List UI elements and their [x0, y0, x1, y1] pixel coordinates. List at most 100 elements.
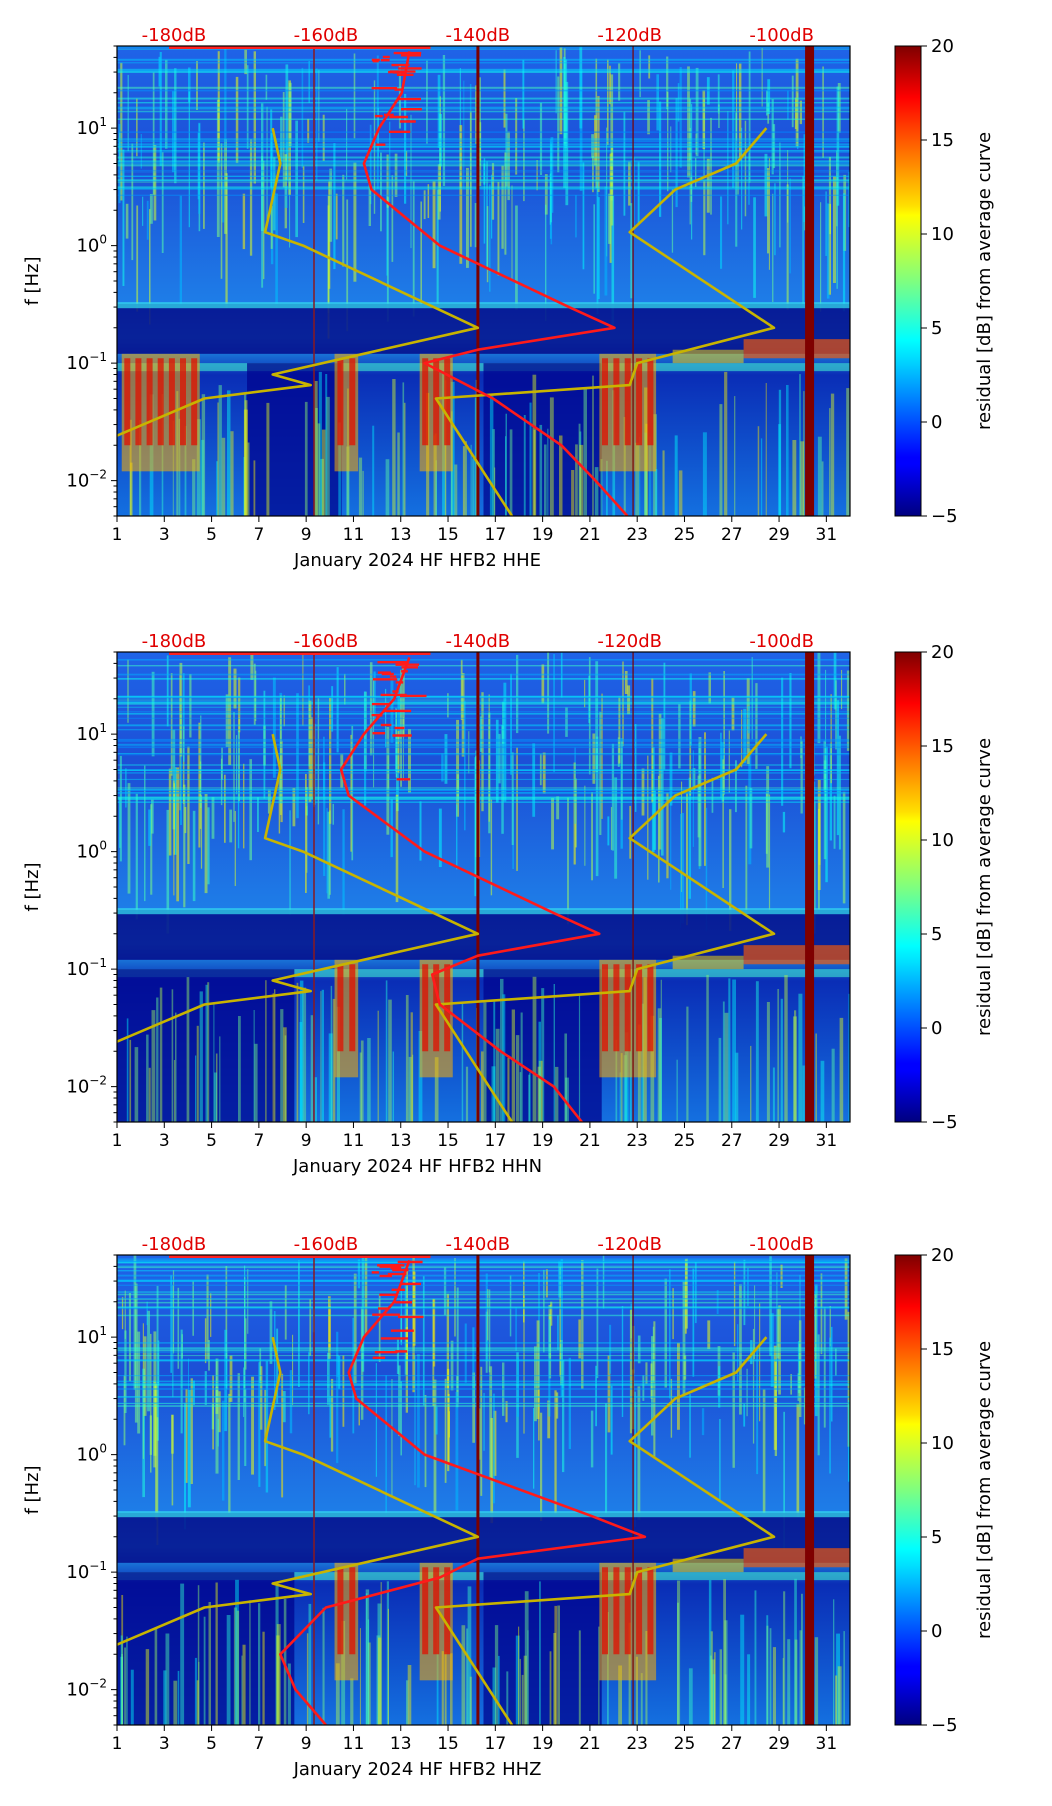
median-noise-curve [362, 51, 629, 516]
x-tick-label: 13 [390, 1131, 412, 1151]
colorbar-tick-label: −5 [931, 506, 958, 527]
artifact-line [476, 46, 480, 516]
x-axis: 1 3 5 7 9 11 13 15 17 19 21 23 25 27 29 31 [112, 516, 837, 545]
artifact-line [632, 652, 634, 1122]
heatmap-area [117, 652, 850, 1122]
y-tick-label: 101 [76, 721, 107, 745]
colorbar-tick-label: 15 [931, 736, 954, 757]
y-tick-label: 100 [76, 839, 107, 863]
y-axis: 10−2 10−1 100 101 [66, 651, 117, 1123]
x-axis: 1 3 5 7 9 11 13 15 17 19 21 23 25 27 29 31 [112, 1725, 838, 1754]
x-tick-label: 31 [816, 1131, 838, 1151]
x-tick-label: 13 [390, 1734, 412, 1754]
x-tick-label: 23 [626, 1734, 648, 1754]
top-db-tick-label: -160dB [294, 1234, 359, 1255]
x-tick-label: 17 [485, 1734, 507, 1754]
colorbar-tick-label: 0 [931, 412, 942, 433]
artifact-line [313, 46, 315, 516]
x-tick-label: 27 [721, 1131, 743, 1151]
x-tick-label: 13 [390, 525, 412, 545]
colorbar-tick-label: 5 [931, 318, 942, 339]
colorbar: −5 0 5 10 15 20 residual [dB] from average cur… [894, 642, 995, 1133]
x-tick-label: 11 [343, 525, 365, 545]
x-tick-label: 3 [159, 1131, 170, 1151]
x-tick-label: 9 [301, 525, 312, 545]
min-noise-curve [117, 733, 480, 1044]
heatmap-area [117, 1255, 850, 1725]
median-noise-curve [279, 1259, 647, 1725]
x-tick-label: 19 [532, 1131, 554, 1151]
x-tick-label: 7 [253, 525, 264, 545]
x-tick-label: 21 [579, 1131, 601, 1151]
x-axis: 1 3 5 7 9 11 13 15 17 19 21 23 25 27 29 31 [112, 1122, 838, 1151]
y-tick-label: 10−2 [66, 468, 107, 492]
colorbar-label: residual [dB] from average curve [974, 738, 995, 1036]
colorbar-tick-label: 20 [931, 1245, 954, 1266]
top-db-axis: -180dB -160dB -140dB -120dB -100dB [142, 25, 814, 46]
x-tick-label: 9 [301, 1734, 312, 1754]
x-tick-label: 5 [206, 1734, 217, 1754]
y-axis: 10−2 10−1 100 101 [66, 45, 117, 517]
top-db-tick-label: -100dB [749, 631, 814, 652]
x-tick-label: 19 [532, 1734, 554, 1754]
y-axis-label: f [Hz] [22, 256, 43, 305]
min-noise-curve [117, 127, 480, 438]
x-tick-label: 25 [674, 525, 696, 545]
x-tick-label: 21 [579, 1734, 601, 1754]
colorbar-tick-label: 0 [931, 1018, 942, 1039]
y-axis-label: f [Hz] [22, 1465, 43, 1514]
median-curve-spikes [371, 1260, 424, 1360]
colorbar-label: residual [dB] from average curve [974, 1341, 995, 1639]
x-tick-label: 1 [112, 1131, 123, 1151]
top-db-tick-label: -180dB [142, 25, 207, 46]
top-db-tick-label: -120dB [597, 25, 662, 46]
max-noise-curve [434, 733, 776, 1122]
top-db-tick-label: -180dB [142, 1234, 207, 1255]
x-tick-label: 5 [206, 525, 217, 545]
top-db-tick-label: -180dB [142, 631, 207, 652]
y-axis: 10−2 10−1 100 101 [66, 1254, 117, 1726]
top-db-tick-label: -140dB [445, 25, 510, 46]
top-db-tick-label: -140dB [445, 1234, 510, 1255]
colorbar-tick-label: 20 [931, 36, 954, 57]
x-tick-label: 23 [626, 525, 648, 545]
y-tick-label: 101 [76, 1324, 107, 1348]
median-noise-curve [339, 656, 601, 1122]
artifact-line [632, 46, 634, 516]
colorbar-gradient [894, 45, 922, 517]
x-tick-label: 7 [253, 1131, 264, 1151]
colorbar: −5 0 5 10 15 20 residual [dB] from average cur… [894, 36, 995, 527]
artifact-line [313, 1255, 315, 1725]
x-tick-label: 27 [721, 525, 743, 545]
top-db-axis: -180dB -160dB -140dB -120dB -100dB [142, 1234, 814, 1255]
colorbar-tick-label: 5 [931, 924, 942, 945]
x-tick-label: 7 [253, 1734, 264, 1754]
x-tick-label: 5 [206, 1131, 217, 1151]
artifact-line [476, 1255, 480, 1725]
heatmap-area [117, 46, 850, 516]
x-tick-label: 15 [437, 1734, 459, 1754]
x-tick-label: 17 [485, 1131, 507, 1151]
x-tick-label: 11 [343, 1734, 365, 1754]
x-tick-label: 31 [816, 1734, 838, 1754]
max-noise-curve [434, 1336, 776, 1725]
x-tick-label: 21 [579, 525, 601, 545]
colorbar-tick-label: 10 [931, 1433, 954, 1454]
x-tick-label: 11 [343, 1131, 365, 1151]
colorbar-tick-label: 10 [931, 224, 954, 245]
colorbar-tick-label: 0 [931, 1621, 942, 1642]
top-db-tick-label: -160dB [294, 631, 359, 652]
colorbar-tick-label: −5 [931, 1715, 958, 1736]
artifact-line [805, 46, 815, 516]
top-db-axis: -180dB -160dB -140dB -120dB -100dB [142, 631, 814, 652]
x-tick-label: 17 [485, 525, 507, 545]
y-tick-label: 101 [76, 115, 107, 139]
colorbar: −5 0 5 10 15 20 residual [dB] from average cur… [894, 1245, 995, 1736]
y-tick-label: 10−2 [66, 1074, 107, 1098]
x-tick-label: 3 [159, 525, 170, 545]
colorbar-gradient [894, 651, 922, 1123]
x-tick-label: 3 [159, 1734, 170, 1754]
